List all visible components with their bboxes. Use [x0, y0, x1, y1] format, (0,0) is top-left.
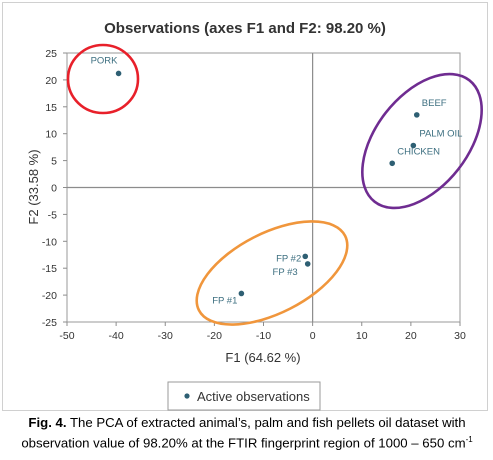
x-tick-label: 0 [310, 330, 316, 342]
y-tick-label: -25 [42, 317, 57, 329]
legend-box [167, 381, 321, 411]
caption-superscript: -1 [465, 435, 473, 444]
y-tick-label: -10 [42, 236, 57, 248]
data-point-label: FP #1 [212, 295, 237, 306]
pca-scatter-chart: Observations (axes F1 and F2: 98.20 %) -… [26, 20, 483, 411]
x-tick-label: -50 [59, 330, 74, 342]
caption-text: The PCA of extracted animal’s, palm and … [21, 415, 466, 451]
data-point-label: FP #2 [276, 253, 301, 264]
x-tick-label: -30 [158, 330, 173, 342]
highlight-ellipse-purple [361, 72, 483, 210]
figure-caption: Fig. 4. The PCA of extracted animal’s, p… [4, 414, 490, 451]
data-point [410, 142, 417, 149]
y-tick-label: 20 [45, 75, 57, 87]
data-point-label: BEEF [422, 98, 447, 109]
x-tick-label: 20 [405, 330, 417, 342]
y-tick-label: -5 [48, 209, 57, 221]
x-tick-label: -20 [207, 330, 222, 342]
y-tick-label: 25 [45, 48, 57, 60]
x-tick-label: -40 [109, 330, 124, 342]
highlight-ellipse-orange [195, 220, 349, 326]
legend: Active observations [167, 381, 321, 411]
data-point [304, 261, 311, 267]
y-tick-label: -20 [42, 290, 57, 302]
y-tick-label: 10 [45, 129, 57, 141]
x-axis-label: F1 (64.62 %) [225, 350, 300, 365]
x-tick-label: 30 [454, 330, 466, 342]
data-point [302, 253, 309, 260]
y-tick-label: 5 [51, 156, 57, 168]
y-tick-label: 0 [51, 183, 57, 195]
x-tick-label: -10 [256, 330, 271, 342]
legend-label: Active observations [197, 389, 310, 404]
data-point-label: PORK [91, 55, 119, 66]
x-tick-label: 10 [356, 330, 368, 342]
y-tick-label: 15 [45, 102, 57, 114]
data-point-label: PALM OIL [419, 129, 462, 140]
caption-label: Fig. 4. [28, 415, 67, 430]
data-point [413, 112, 420, 118]
highlight-ellipses [66, 43, 483, 326]
legend-marker [184, 393, 190, 399]
data-point-label: FP #3 [273, 267, 298, 278]
highlight-ellipse-red [66, 43, 140, 115]
y-axis-label: F2 (33.58 %) [26, 149, 41, 224]
data-points: PORK BEEF PALM OIL CHICKEN FP #2 FP #3 FP #1 [91, 55, 463, 306]
chart-title: Observations (axes F1 and F2: 98.20 %) [104, 20, 386, 37]
y-tick-label: -15 [42, 263, 57, 275]
data-point [389, 160, 396, 167]
data-point [238, 290, 245, 297]
data-point [115, 70, 122, 77]
axes: -50 -40 -30 -20 -10 0 10 20 30-25-20-15-10-50510… [42, 48, 466, 342]
data-point-label: CHICKEN [397, 146, 440, 157]
